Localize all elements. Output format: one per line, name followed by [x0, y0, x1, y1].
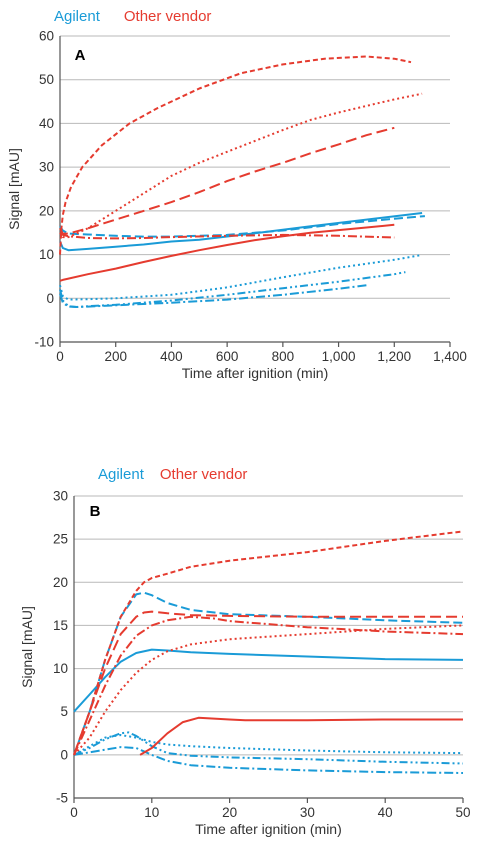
chart-b-series-other-vendor-dotted — [73, 624, 464, 756]
chart-a-series-agilent-dash-dot — [59, 284, 367, 308]
chart-b-panel-label: B — [90, 503, 101, 520]
chart-b-series-other-vendor-short-dash — [73, 530, 464, 756]
chart-a-series-other-vendor-short-dash — [59, 55, 412, 255]
chart-a-y-tick-label: 10 — [39, 247, 54, 262]
chart-b-x-tick-label: 20 — [222, 805, 237, 820]
chart-a-y-axis-title: Signal [mAU] — [6, 148, 22, 230]
chart-b-y-tick-label: 30 — [53, 489, 68, 504]
chart-b-series-agilent-dash-dot — [73, 746, 464, 774]
chart-b-x-tick-label: 50 — [455, 805, 470, 820]
chart-b-series-agilent-dash-dot-dot — [73, 731, 464, 765]
chart-b-y-tick-label: 0 — [60, 747, 68, 762]
chart-a-y-tick-label: 40 — [39, 116, 54, 131]
chart-a-y-tick-label: 30 — [39, 160, 54, 175]
chart-a-y-tick-label: 50 — [39, 72, 54, 87]
chart-a-x-tick-label: 200 — [104, 349, 127, 364]
chart-b-legend: Agilent Other vendor — [98, 466, 247, 483]
chart-b-x-tick-label: 30 — [300, 805, 315, 820]
chart-b-y-tick-label: -5 — [56, 791, 68, 806]
chart-a-series-other-vendor-dash-dot — [59, 231, 395, 240]
chart-a-x-tick-label: 600 — [216, 349, 239, 364]
chart-b-y-tick-label: 10 — [53, 661, 68, 676]
chart-a-series-other-vendor-dotted — [59, 92, 423, 239]
chart-a-series-agilent-dash-dot-dot — [59, 271, 406, 308]
chart-b-y-tick-label: 20 — [53, 575, 68, 590]
chart-b-series-agilent-dotted — [73, 734, 464, 756]
chart-a-x-tick-label: 400 — [160, 349, 183, 364]
chart-b-series-other-vendor-long-dash — [73, 610, 463, 756]
chart-b-y-axis-title: Signal [mAU] — [19, 606, 35, 688]
chart-a-panel-label: A — [75, 47, 86, 64]
chart-b-series-other-vendor-dash-dot — [73, 615, 464, 756]
chart-a-y-tick-label: 0 — [46, 291, 54, 306]
chart-a-x-tick-label: 0 — [56, 349, 64, 364]
chart-b-y-tick-label: 15 — [53, 618, 68, 633]
chart-a-y-tick-label: -10 — [34, 335, 54, 350]
chart-a-series-agilent-dotted — [59, 254, 420, 301]
chart-b-x-tick-label: 40 — [378, 805, 393, 820]
chart-b-x-tick-label: 10 — [144, 805, 159, 820]
chart-a-y-tick-label: 60 — [39, 29, 54, 44]
chart-a-x-tick-label: 1,000 — [322, 349, 356, 364]
chart-a-legend-agilent: Agilent — [54, 8, 101, 25]
chart-b-x-axis-title: Time after ignition (min) — [195, 821, 342, 837]
chart-b-legend-agilent: Agilent — [98, 466, 145, 483]
chart-a-legend: Agilent Other vendor — [54, 8, 211, 25]
chart-a-series-other-vendor-solid — [59, 223, 395, 282]
chart-a-y-tick-label: 20 — [39, 203, 54, 218]
chart-a-legend-other-vendor: Other vendor — [124, 8, 212, 25]
chart-a-series-agilent-dashed — [59, 215, 425, 238]
chart-a-x-tick-label: 1,200 — [377, 349, 411, 364]
chart-b-series-agilent-solid — [73, 648, 464, 713]
chart-b-y-tick-label: 25 — [53, 532, 68, 547]
chart-b-series-other-vendor-solid — [139, 716, 463, 756]
chart-a-series-agilent-solid — [59, 212, 423, 252]
chart-a-series-other-vendor-long-dash — [59, 126, 395, 235]
chart-a-x-axis-title: Time after ignition (min) — [182, 365, 329, 381]
chart-b-x-tick-label: 0 — [70, 805, 78, 820]
chart-a-x-tick-label: 800 — [272, 349, 295, 364]
chart-b-legend-other-vendor: Other vendor — [160, 466, 248, 483]
chart-b-y-tick-label: 5 — [60, 704, 68, 719]
chart-a-x-tick-label: 1,400 — [433, 349, 467, 364]
